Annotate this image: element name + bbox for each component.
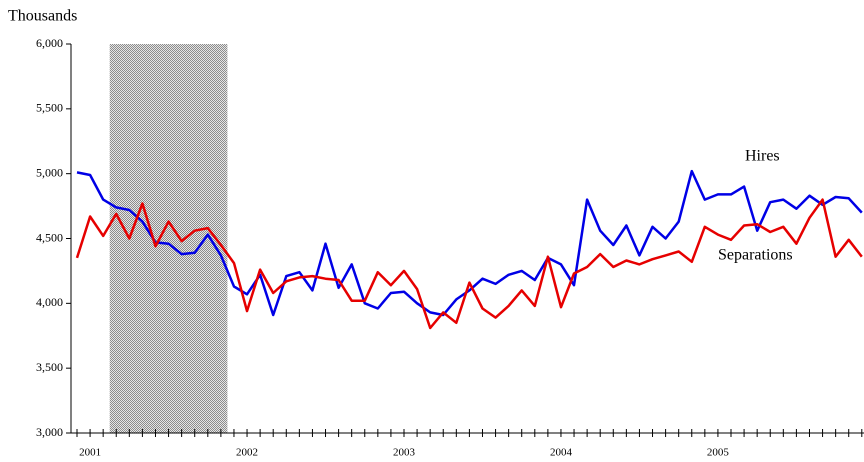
series-line (75, 198, 863, 330)
y-tick-label: 4,000 (36, 295, 63, 309)
y-tick-label: 3,500 (36, 360, 63, 374)
x-tick-label: 2005 (707, 447, 730, 459)
series-label: Separations (718, 247, 793, 264)
x-tick-label: 2001 (79, 447, 101, 459)
x-tick-label: 2003 (393, 447, 416, 459)
y-axis-label: Thousands (8, 8, 77, 25)
y-tick-label: 3,000 (36, 425, 63, 439)
x-tick-label: 2002 (236, 447, 258, 459)
series-line (76, 169, 863, 317)
y-tick-label: 5,000 (36, 165, 63, 179)
y-tick-label: 6,000 (36, 36, 63, 50)
series-label: Hires (745, 148, 780, 165)
y-tick-label: 5,500 (36, 101, 63, 115)
y-tick-label: 4,500 (36, 230, 63, 244)
x-tick-label: 2004 (550, 447, 573, 459)
